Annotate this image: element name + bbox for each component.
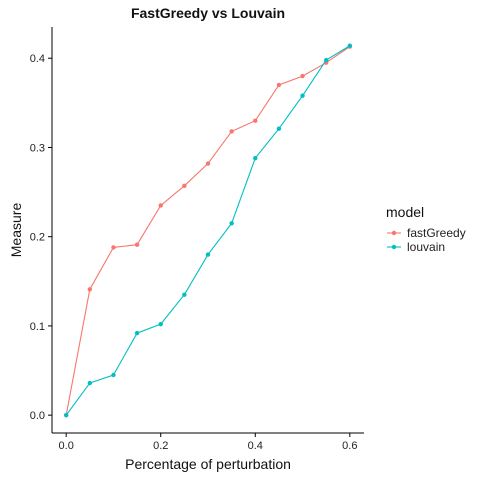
x-tick-label: 0.2	[153, 440, 168, 452]
data-point-louvain	[347, 43, 353, 48]
x-axis-title: Percentage of perturbation	[125, 456, 291, 472]
y-tick-label: 0.1	[30, 321, 45, 333]
data-point-louvain	[111, 372, 116, 378]
data-point-louvain	[182, 292, 187, 297]
y-axis-title: Measure	[8, 203, 24, 258]
data-point-louvain	[63, 412, 69, 418]
data-point-louvain	[323, 57, 329, 63]
x-tick-label: 0.6	[342, 440, 357, 452]
legend-key-point-fastgreedy	[391, 230, 397, 236]
y-tick-label: 0.2	[30, 232, 45, 244]
data-point-louvain	[229, 221, 234, 226]
x-tick-label: 0.4	[248, 440, 263, 452]
data-point-fastgreedy	[158, 203, 163, 208]
y-tick-label: 0.3	[30, 142, 45, 154]
data-point-louvain	[276, 126, 282, 131]
plot-area	[63, 43, 353, 418]
data-point-fastgreedy	[253, 118, 258, 123]
data-point-fastgreedy	[182, 183, 187, 189]
data-point-fastgreedy	[87, 287, 93, 292]
x-tick-label: 0.0	[59, 440, 74, 452]
legend-label-louvain: louvain	[407, 240, 445, 254]
data-point-louvain	[87, 380, 93, 386]
y-tick-label: 0.0	[30, 410, 45, 422]
legend-label-fastgreedy: fastGreedy	[407, 226, 466, 240]
series-line-fastgreedy	[65, 46, 351, 416]
series-line-louvain	[65, 45, 351, 416]
y-tick-label: 0.4	[30, 53, 45, 65]
legend-key-point-louvain	[391, 244, 397, 250]
data-point-louvain	[134, 330, 140, 336]
data-point-fastgreedy	[134, 242, 140, 247]
data-point-fastgreedy	[205, 161, 211, 166]
chart-title: FastGreedy vs Louvain	[131, 5, 285, 21]
data-point-louvain	[205, 252, 211, 257]
data-point-fastgreedy	[300, 73, 305, 79]
data-point-fastgreedy	[111, 245, 116, 250]
data-point-louvain	[253, 155, 258, 161]
data-point-fastgreedy	[229, 129, 234, 134]
data-point-louvain	[300, 93, 305, 98]
data-point-fastgreedy	[276, 82, 282, 88]
data-point-louvain	[158, 321, 163, 327]
legend-title: model	[386, 204, 424, 220]
